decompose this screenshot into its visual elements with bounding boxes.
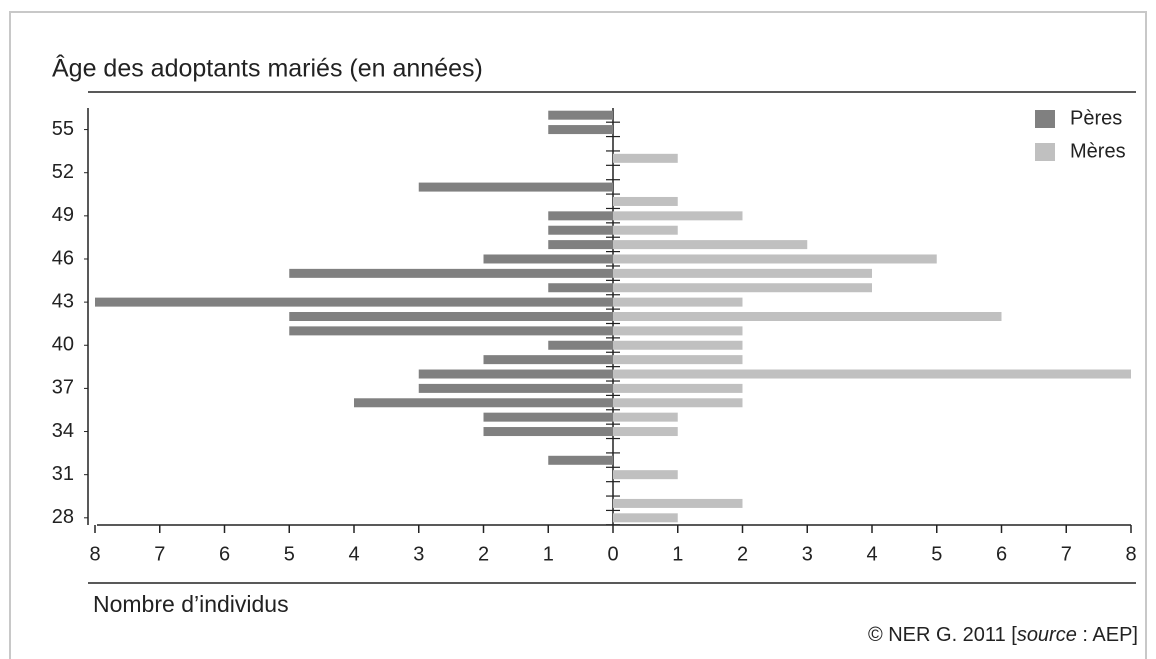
bar bbox=[613, 498, 743, 508]
bar bbox=[548, 455, 613, 465]
chart-title: Âge des adoptants mariés (en années) bbox=[52, 54, 483, 83]
frame bbox=[9, 11, 1147, 659]
bar bbox=[548, 340, 613, 350]
bar bbox=[483, 355, 613, 365]
bar bbox=[354, 398, 613, 408]
x-tick-label: 4 bbox=[866, 543, 877, 565]
bar bbox=[483, 427, 613, 437]
bar bbox=[548, 225, 613, 235]
x-tick-label: 7 bbox=[154, 543, 165, 565]
bar bbox=[613, 268, 872, 278]
bar bbox=[613, 355, 743, 365]
y-tick-label: 37 bbox=[52, 377, 74, 399]
bar bbox=[289, 326, 613, 336]
bar bbox=[418, 182, 613, 192]
bar bbox=[613, 254, 937, 264]
x-tick-label: 3 bbox=[802, 543, 813, 565]
bar bbox=[483, 254, 613, 264]
bar bbox=[613, 240, 808, 250]
legend-label: Mères bbox=[1070, 140, 1126, 162]
bar bbox=[613, 297, 743, 307]
bar bbox=[613, 513, 678, 523]
bar bbox=[613, 225, 678, 235]
x-tick-label: 5 bbox=[284, 543, 295, 565]
bar bbox=[613, 470, 678, 480]
source-text: © NER G. 2011 [ bbox=[868, 624, 1017, 646]
legend-label: Pères bbox=[1070, 107, 1122, 129]
x-axis-label: Nombre d’individus bbox=[93, 591, 289, 617]
bar bbox=[613, 427, 678, 437]
y-tick-label: 55 bbox=[52, 118, 74, 140]
source: © NER G. 2011 [source : AEP] bbox=[868, 624, 1138, 646]
bar bbox=[548, 283, 613, 293]
bar bbox=[418, 383, 613, 393]
x-tick-label: 5 bbox=[931, 543, 942, 565]
bar bbox=[613, 326, 743, 336]
y-tick-label: 31 bbox=[52, 463, 74, 485]
bar bbox=[613, 196, 678, 206]
legend-swatch bbox=[1035, 110, 1055, 128]
x-tick-label: 6 bbox=[219, 543, 230, 565]
bar bbox=[548, 211, 613, 221]
bar bbox=[613, 211, 743, 221]
bar bbox=[613, 412, 678, 422]
bar bbox=[548, 125, 613, 135]
x-tick-label: 8 bbox=[89, 543, 100, 565]
y-tick-label: 52 bbox=[52, 161, 74, 183]
source-text: : AEP] bbox=[1077, 624, 1138, 646]
bar bbox=[613, 383, 743, 393]
y-tick-label: 34 bbox=[52, 420, 74, 442]
bar bbox=[548, 240, 613, 250]
bar bbox=[95, 297, 613, 307]
bar bbox=[613, 340, 743, 350]
x-tick-label: 7 bbox=[1061, 543, 1072, 565]
bar bbox=[613, 283, 872, 293]
bar bbox=[418, 369, 613, 379]
bar bbox=[483, 412, 613, 422]
bar bbox=[613, 312, 1002, 321]
x-tick-label: 2 bbox=[478, 543, 489, 565]
y-tick-label: 43 bbox=[52, 290, 74, 312]
bar bbox=[289, 312, 613, 321]
y-tick-label: 40 bbox=[52, 334, 74, 356]
legend-swatch bbox=[1035, 143, 1055, 161]
bar bbox=[613, 369, 1131, 379]
bar bbox=[613, 398, 743, 408]
source-text: source bbox=[1017, 624, 1077, 646]
x-tick-label: 0 bbox=[607, 543, 618, 565]
y-tick-label: 28 bbox=[52, 506, 74, 528]
bar bbox=[548, 110, 613, 120]
y-tick-label: 49 bbox=[52, 204, 74, 226]
bar bbox=[289, 268, 613, 278]
x-tick-label: 4 bbox=[348, 543, 359, 565]
x-tick-label: 8 bbox=[1125, 543, 1136, 565]
x-tick-label: 3 bbox=[413, 543, 424, 565]
x-tick-label: 6 bbox=[996, 543, 1007, 565]
x-tick-label: 2 bbox=[737, 543, 748, 565]
x-tick-label: 1 bbox=[672, 543, 683, 565]
x-tick-label: 1 bbox=[543, 543, 554, 565]
bar bbox=[613, 153, 678, 163]
y-tick-label: 46 bbox=[52, 247, 74, 269]
